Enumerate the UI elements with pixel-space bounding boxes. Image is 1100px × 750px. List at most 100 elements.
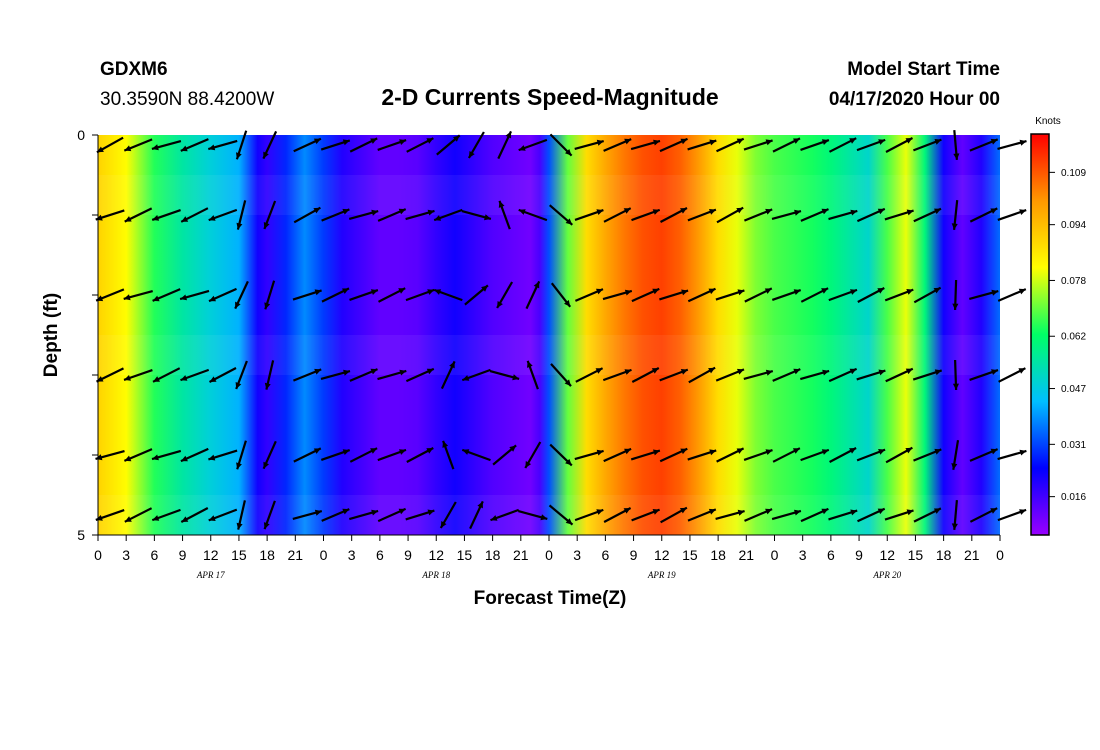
current-vector	[124, 507, 153, 523]
current-vector	[951, 199, 959, 231]
current-vector	[969, 138, 999, 152]
current-vector	[885, 446, 913, 464]
x-tick-label: 6	[827, 547, 835, 563]
colorbar-tick-label: 0.047	[1061, 384, 1086, 395]
current-vector	[518, 138, 548, 152]
x-tick-label: 15	[457, 547, 473, 563]
current-vector	[828, 288, 858, 302]
current-vector	[744, 508, 773, 522]
current-vector	[433, 288, 463, 302]
current-vector	[524, 441, 542, 469]
x-tick-label: 21	[964, 547, 980, 563]
current-vector	[631, 367, 660, 383]
current-vector	[548, 504, 574, 526]
current-vector	[952, 359, 959, 391]
current-vector	[771, 289, 802, 301]
colorbar-tick-label: 0.094	[1061, 220, 1086, 231]
station-location: 30.3590N 88.4200W	[100, 89, 274, 110]
chart-title: 2-D Currents Speed-Magnitude	[381, 84, 718, 110]
current-vector	[377, 208, 407, 222]
x-tick-label: 9	[404, 547, 412, 563]
current-vector	[997, 209, 1027, 221]
current-vector	[884, 209, 914, 221]
current-vector	[913, 286, 942, 304]
current-vector	[151, 508, 181, 522]
current-vector	[687, 287, 716, 303]
current-vector	[236, 200, 247, 230]
current-vector	[716, 206, 744, 224]
current-vector	[442, 440, 455, 470]
x-tick-label: 21	[513, 547, 529, 563]
current-vector	[548, 204, 574, 226]
current-vector	[913, 507, 942, 523]
current-vector	[207, 139, 238, 151]
current-vector	[320, 449, 351, 461]
current-vector	[123, 369, 153, 381]
x-tick-label: 12	[203, 547, 219, 563]
current-vector	[320, 369, 351, 380]
depth-band	[98, 175, 1000, 215]
current-vector	[998, 367, 1026, 383]
current-vector	[743, 369, 774, 380]
heatmap-plot	[95, 130, 1027, 535]
current-vector	[464, 284, 489, 306]
current-vector	[885, 137, 914, 153]
current-vector	[716, 137, 745, 153]
current-vector	[771, 209, 802, 220]
current-vector	[320, 139, 351, 151]
y-axis: 05	[77, 127, 99, 543]
x-tick-label: 15	[908, 547, 924, 563]
current-vector	[602, 289, 633, 301]
current-vector	[467, 131, 485, 159]
x-tick-label: 21	[739, 547, 755, 563]
current-vector	[884, 288, 914, 302]
current-vector	[800, 208, 829, 222]
current-vector	[772, 447, 801, 463]
colorbar-tick-label: 0.078	[1061, 276, 1086, 287]
current-vector	[997, 449, 1027, 461]
x-tick-label: 15	[682, 547, 698, 563]
current-vector	[292, 368, 322, 382]
colorbar-tick-label: 0.062	[1061, 332, 1086, 343]
current-vector	[885, 367, 914, 383]
depth-band	[98, 495, 1000, 535]
current-vector	[550, 363, 572, 387]
model-start-value: 04/17/2020 Hour 00	[829, 89, 1000, 110]
current-vector	[208, 508, 238, 522]
date-label: APR 17	[196, 570, 225, 580]
current-vector	[264, 360, 275, 390]
x-tick-label: 12	[428, 547, 444, 563]
current-vector	[151, 449, 182, 461]
x-tick-label: 12	[654, 547, 670, 563]
current-vector	[208, 449, 238, 461]
current-vector	[969, 289, 999, 300]
x-tick-label: 0	[320, 547, 328, 563]
current-vector	[913, 207, 942, 223]
current-vector	[124, 207, 153, 223]
current-vector	[439, 501, 457, 529]
current-vector	[378, 287, 406, 303]
current-vector	[715, 368, 745, 382]
current-vector	[349, 137, 378, 153]
current-vector	[180, 447, 209, 463]
date-label: APR 18	[421, 570, 450, 580]
current-vector	[293, 447, 322, 463]
current-vector	[856, 207, 886, 223]
current-vector	[856, 448, 886, 462]
current-vector	[151, 209, 181, 221]
current-vector	[772, 368, 801, 382]
current-vector	[800, 287, 829, 303]
current-vector	[602, 368, 632, 382]
current-vector	[688, 366, 716, 384]
speed-heatmap	[98, 135, 1000, 535]
current-vector	[490, 508, 520, 522]
current-vector	[574, 139, 604, 150]
current-vector	[461, 368, 491, 382]
current-vector	[433, 208, 463, 222]
current-vector	[952, 279, 959, 311]
current-vector	[743, 449, 773, 461]
current-vector	[969, 369, 999, 381]
current-vector	[348, 209, 379, 220]
current-vector	[180, 207, 209, 223]
current-vector	[436, 134, 461, 156]
